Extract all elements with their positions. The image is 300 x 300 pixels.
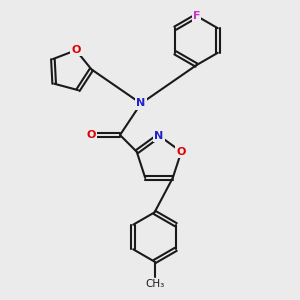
Text: N: N bbox=[136, 98, 146, 109]
Text: O: O bbox=[87, 130, 96, 140]
Text: N: N bbox=[154, 130, 164, 141]
Text: F: F bbox=[193, 11, 200, 21]
Text: O: O bbox=[71, 45, 81, 55]
Text: O: O bbox=[177, 147, 186, 157]
Text: CH₃: CH₃ bbox=[145, 279, 164, 289]
